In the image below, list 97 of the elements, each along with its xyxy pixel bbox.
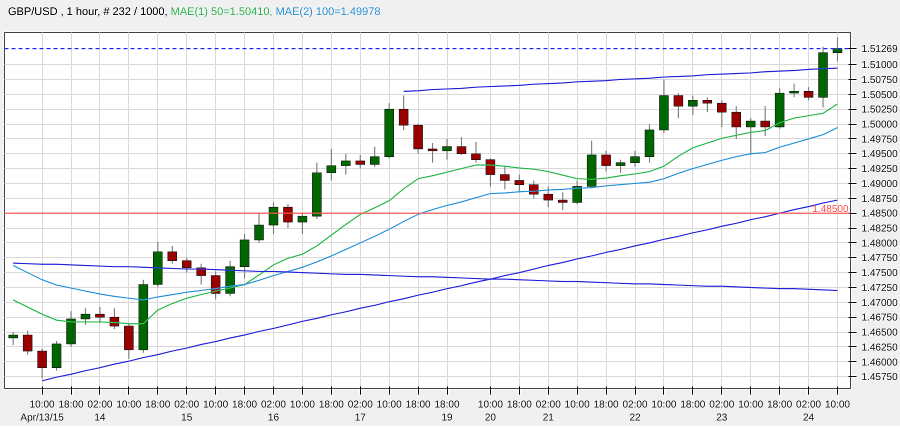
x-tick-label: 02:00 15 — [174, 400, 200, 424]
y-tick-label: 1.47750 — [862, 253, 898, 264]
x-tick-label: 18:00 — [767, 400, 793, 410]
y-tick-label: 1.47250 — [862, 282, 898, 294]
candlestick — [355, 154, 366, 170]
candlestick — [471, 141, 481, 164]
candlestick — [341, 153, 351, 176]
candlestick — [760, 106, 770, 137]
y-tick-label: 1.51000 — [862, 60, 898, 72]
x-tick-label: 10:00 — [651, 400, 677, 410]
x-tick-label: 18:00 — [232, 400, 258, 410]
candlestick — [80, 308, 90, 326]
x-tick-label: 02:00 22 — [622, 400, 648, 424]
y-tick-label: 1.48250 — [862, 224, 898, 235]
candlestick — [326, 148, 336, 182]
candlestick — [283, 204, 293, 229]
x-tick-label: 18:00 — [680, 400, 706, 410]
candlestick — [486, 158, 496, 188]
y-tick-label: 1.46750 — [862, 312, 898, 324]
candlestick — [8, 331, 18, 346]
candlestick — [789, 83, 799, 98]
x-tick-label: 10:00 — [738, 400, 764, 410]
candlestick — [688, 94, 698, 116]
y-tick-label: 1.48000 — [862, 238, 898, 250]
candlestick — [804, 86, 814, 101]
text: MAE(1) 50=1.50410, — [170, 6, 272, 18]
candlestick — [717, 100, 727, 128]
y-tick-label: 1.50250 — [862, 104, 898, 116]
candlestick — [167, 245, 178, 264]
candlestick — [370, 146, 380, 168]
candlestick — [572, 180, 582, 205]
x-tick-label: 18:00 19 — [434, 400, 460, 424]
candlestick — [254, 212, 264, 244]
line-series — [403, 68, 838, 92]
x-tick-label: 10:00 — [203, 400, 229, 410]
x-tick-label: 18:00 — [58, 400, 84, 410]
candlestick — [22, 330, 32, 356]
ref-line-label: 1.51269 — [862, 44, 898, 56]
x-tick-label: 10:00 — [824, 400, 850, 410]
candlestick — [746, 117, 756, 156]
candlestick — [456, 136, 466, 156]
x-tick-label: 10:00 — [376, 400, 402, 410]
x-tick-label: 18:00 — [406, 400, 432, 410]
x-tick-label: 10:00 — [290, 400, 316, 410]
candlestick — [398, 94, 408, 131]
candlestick — [442, 138, 452, 160]
candlestick — [37, 348, 47, 379]
y-tick-label: 1.46000 — [862, 357, 898, 368]
x-tick-label: 02:00 23 — [709, 400, 735, 424]
candlestick — [124, 322, 134, 360]
candlestick — [674, 92, 684, 119]
x-tick-label: 18:00 — [594, 400, 620, 410]
y-tick-label: 1.46250 — [862, 342, 898, 354]
y-tick-label: 1.48750 — [862, 194, 898, 205]
y-tick-label: 1.50500 — [862, 90, 898, 101]
y-tick-label: 1.49500 — [862, 149, 898, 160]
x-tick-label: 02:00 17 — [348, 400, 374, 424]
candlestick — [630, 150, 640, 168]
candlestick — [543, 186, 554, 208]
candlestick — [182, 257, 192, 274]
candlestick — [95, 306, 105, 324]
candlestick — [702, 96, 712, 113]
y-tick-label: 1.49000 — [862, 178, 898, 190]
y-tick-label: 1.50000 — [862, 120, 898, 131]
y-tick-label: 1.48500 — [862, 208, 898, 220]
y-tick-label: 1.47000 — [862, 298, 898, 309]
candlestick — [731, 106, 742, 140]
x-tick-label: 18:00 — [145, 400, 171, 410]
candlestick — [514, 174, 524, 193]
chart-title: GBP/USD , 1 hour, # 232 / 1000, — [8, 6, 168, 18]
candlestick — [298, 212, 308, 235]
text: MAE(2) 100=1.49978 — [276, 6, 380, 18]
x-tick-label: 10:00 — [564, 400, 590, 410]
y-tick-label: 1.45750 — [862, 372, 898, 384]
y-tick-label: 1.49750 — [862, 134, 898, 146]
ref-line-label: 1.48500 — [812, 204, 849, 216]
candlestick — [558, 192, 568, 211]
candlestick — [601, 150, 611, 172]
candlestick — [268, 202, 278, 235]
x-tick-label: 18:00 — [318, 400, 344, 410]
candlestick — [413, 123, 423, 154]
candlestick — [52, 340, 62, 372]
y-tick-label: 1.46500 — [862, 328, 898, 339]
x-tick-label: 02:00 21 — [536, 400, 562, 424]
candlestick — [832, 36, 842, 62]
x-tick-label: 02:00 24 — [796, 400, 822, 424]
x-tick-label: 10:00 — [116, 400, 142, 410]
x-tick-label: 02:00 16 — [260, 400, 286, 424]
y-tick-label: 1.47500 — [862, 268, 898, 280]
candlestick — [616, 159, 626, 174]
x-tick-label: 10:00 20 — [478, 400, 504, 424]
y-tick-label: 1.49250 — [862, 164, 898, 176]
y-tick-label: 1.50750 — [862, 74, 898, 86]
candlestick — [500, 165, 510, 190]
x-tick-label: 18:00 — [506, 400, 532, 410]
x-tick-label: 02:00 14 — [87, 400, 113, 424]
candlestick — [428, 142, 438, 164]
